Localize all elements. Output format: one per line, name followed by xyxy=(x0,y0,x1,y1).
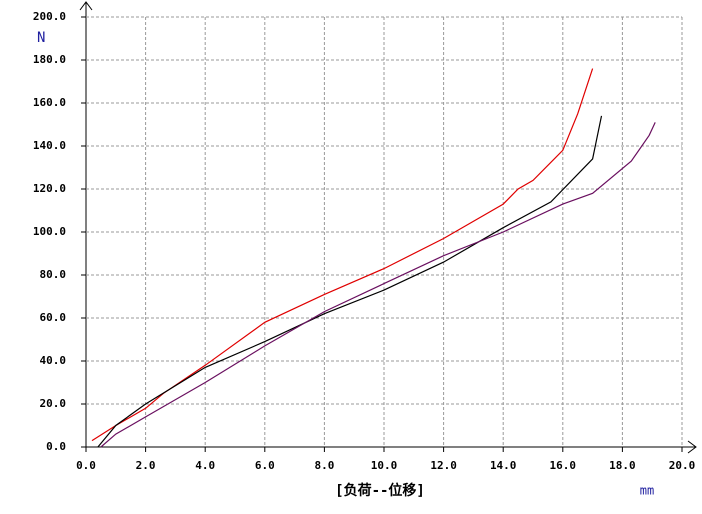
x-arrow xyxy=(687,440,697,454)
y-tick-label: 160.0 xyxy=(33,96,66,109)
y-tick-label: 180.0 xyxy=(33,53,66,66)
x-tick-label: 0.0 xyxy=(76,459,96,472)
x-tick-label: 12.0 xyxy=(430,459,457,472)
x-tick-label: 18.0 xyxy=(609,459,636,472)
x-tick-label: 4.0 xyxy=(195,459,215,472)
y-arrow xyxy=(79,1,93,11)
x-tick-label: 10.0 xyxy=(371,459,398,472)
y-tick-label: 80.0 xyxy=(40,268,67,281)
x-tick-label: 16.0 xyxy=(550,459,577,472)
y-tick-label: 140.0 xyxy=(33,139,66,152)
x-unit: mm xyxy=(640,484,654,498)
x-tick-label: 6.0 xyxy=(255,459,275,472)
y-tick-label: 200.0 xyxy=(33,10,66,23)
series-line xyxy=(100,122,656,448)
x-tick-label: 2.0 xyxy=(136,459,156,472)
x-tick-label: 20.0 xyxy=(669,459,696,472)
x-tick-label: 8.0 xyxy=(314,459,334,472)
y-tick-label: 100.0 xyxy=(33,225,66,238)
y-tick-label: 20.0 xyxy=(40,397,67,410)
y-tick-label: 40.0 xyxy=(40,354,67,367)
series-line xyxy=(97,115,603,448)
x-tick-label: 14.0 xyxy=(490,459,517,472)
y-tick-label: 60.0 xyxy=(40,311,67,324)
y-label: N xyxy=(37,30,45,46)
y-tick-label: 120.0 xyxy=(33,182,66,195)
y-tick-label: 0.0 xyxy=(46,440,66,453)
series-line xyxy=(91,68,594,442)
x-label: [负荷--位移] xyxy=(335,482,425,499)
